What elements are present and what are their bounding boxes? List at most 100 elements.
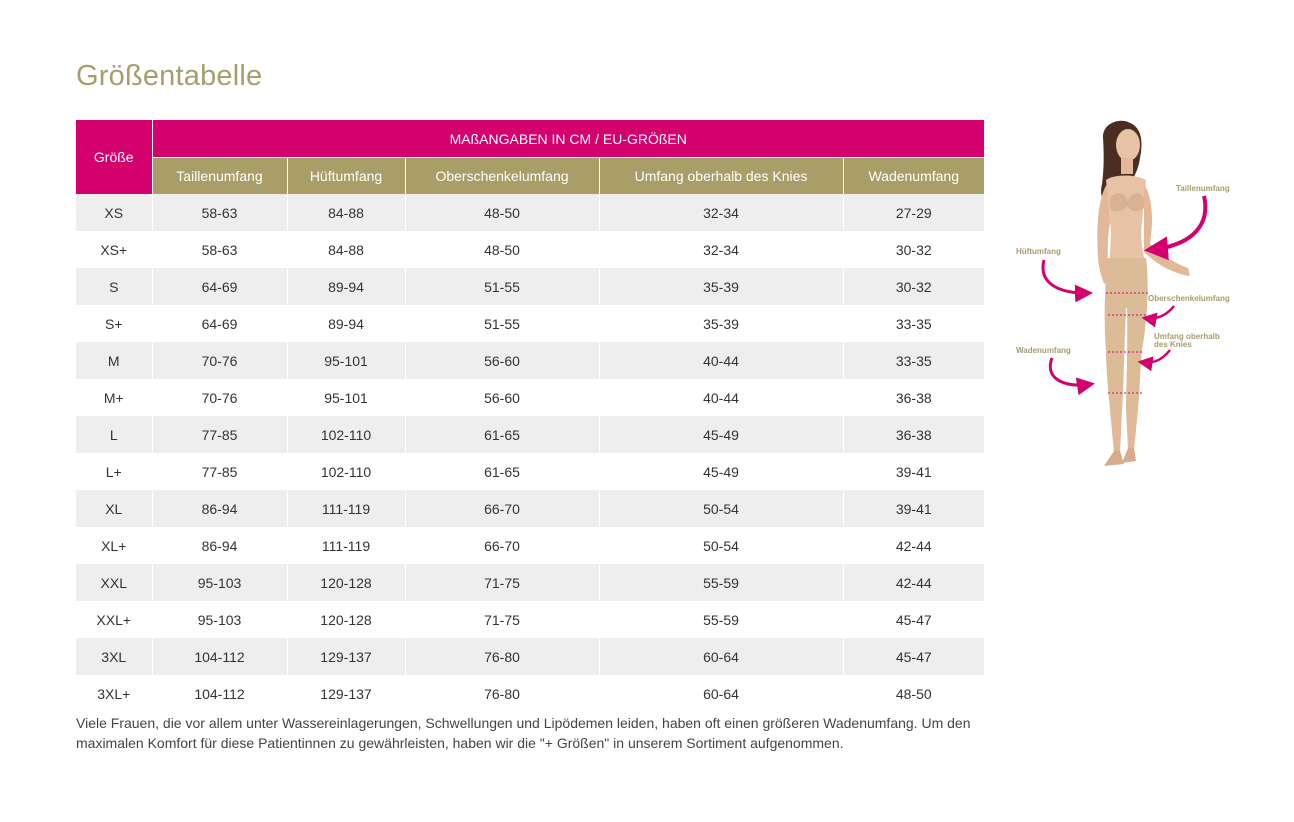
thigh-cell: 51-55 (405, 268, 600, 305)
table-row: XS 58-63 84-88 48-50 32-34 27-29 (76, 194, 984, 231)
size-cell: 3XL+ (76, 675, 153, 712)
thigh-cell: 48-50 (405, 231, 600, 268)
hip-cell: 95-101 (287, 379, 406, 416)
thigh-cell: 76-80 (405, 638, 600, 675)
above-knee-cell: 35-39 (599, 268, 844, 305)
size-cell: XS (76, 194, 153, 231)
thigh-cell: 71-75 (405, 601, 600, 638)
woman-figure-illustration (1041, 120, 1208, 466)
above-knee-cell: 40-44 (599, 379, 844, 416)
size-cell: L+ (76, 453, 153, 490)
thigh-cell: 71-75 (405, 564, 600, 601)
calf-cell: 48-50 (843, 675, 984, 712)
thigh-cell: 76-80 (405, 675, 600, 712)
calf-cell: 39-41 (843, 453, 984, 490)
waist-cell: 77-85 (152, 416, 288, 453)
table-row: XL 86-94 111-119 66-70 50-54 39-41 (76, 490, 984, 527)
waist-cell: 77-85 (152, 453, 288, 490)
size-column-header: Größe (76, 120, 153, 194)
above-knee-cell: 32-34 (599, 194, 844, 231)
calf-cell: 33-35 (843, 305, 984, 342)
column-header-waist: Taillenumfang (152, 157, 288, 194)
thigh-cell: 61-65 (405, 416, 600, 453)
measurement-figure: Taillenumfang Hüftumfang Oberschenkelumf… (1010, 118, 1250, 473)
figure-label-calf: Wadenumfang (1016, 346, 1071, 355)
hip-cell: 89-94 (287, 268, 406, 305)
hip-cell: 111-119 (287, 527, 406, 564)
hip-cell: 111-119 (287, 490, 406, 527)
size-cell: XL (76, 490, 153, 527)
figure-label-knee-line1: Umfang oberhalb (1154, 332, 1220, 341)
size-cell: XL+ (76, 527, 153, 564)
calf-cell: 45-47 (843, 601, 984, 638)
above-knee-cell: 32-34 (599, 231, 844, 268)
hip-cell: 84-88 (287, 194, 406, 231)
measurements-group-header: MAßANGABEN IN CM / EU-GRÖßEN (152, 120, 984, 158)
thigh-cell: 66-70 (405, 490, 600, 527)
waist-cell: 86-94 (152, 527, 288, 564)
calf-cell: 30-32 (843, 268, 984, 305)
footnote-text: Viele Frauen, die vor allem unter Wasser… (76, 715, 971, 751)
above-knee-cell: 50-54 (599, 490, 844, 527)
thigh-cell: 51-55 (405, 305, 600, 342)
table-body: XS 58-63 84-88 48-50 32-34 27-29 XS+ 58-63 84-88… (76, 194, 984, 712)
above-knee-cell: 45-49 (599, 453, 844, 490)
size-cell: XXL (76, 564, 153, 601)
thigh-cell: 66-70 (405, 527, 600, 564)
table-row: S 64-69 89-94 51-55 35-39 30-32 (76, 268, 984, 305)
above-knee-cell: 35-39 (599, 305, 844, 342)
waist-cell: 70-76 (152, 342, 288, 379)
above-knee-cell: 60-64 (599, 675, 844, 712)
hip-cell: 129-137 (287, 638, 406, 675)
above-knee-cell: 40-44 (599, 342, 844, 379)
table-row: M 70-76 95-101 56-60 40-44 33-35 (76, 342, 984, 379)
waist-cell: 95-103 (152, 601, 288, 638)
table-row: L 77-85 102-110 61-65 45-49 36-38 (76, 416, 984, 453)
hip-cell: 84-88 (287, 231, 406, 268)
hip-cell: 95-101 (287, 342, 406, 379)
page-title: Größentabelle (76, 60, 263, 92)
thigh-cell: 56-60 (405, 342, 600, 379)
table-row: S+ 64-69 89-94 51-55 35-39 33-35 (76, 305, 984, 342)
table-row: XS+ 58-63 84-88 48-50 32-34 30-32 (76, 231, 984, 268)
thigh-cell: 61-65 (405, 453, 600, 490)
hip-cell: 129-137 (287, 675, 406, 712)
figure-label-knee-line2: des Knies (1154, 340, 1192, 349)
calf-cell: 39-41 (843, 490, 984, 527)
hip-cell: 102-110 (287, 453, 406, 490)
waist-cell: 58-63 (152, 194, 288, 231)
table-row: L+ 77-85 102-110 61-65 45-49 39-41 (76, 453, 984, 490)
calf-cell: 42-44 (843, 564, 984, 601)
waist-cell: 70-76 (152, 379, 288, 416)
size-cell: S+ (76, 305, 153, 342)
table-row: M+ 70-76 95-101 56-60 40-44 36-38 (76, 379, 984, 416)
hip-cell: 102-110 (287, 416, 406, 453)
waist-cell: 64-69 (152, 268, 288, 305)
size-cell: M (76, 342, 153, 379)
hip-cell: 89-94 (287, 305, 406, 342)
waist-cell: 86-94 (152, 490, 288, 527)
calf-cell: 42-44 (843, 527, 984, 564)
figure-label-waist: Taillenumfang (1176, 184, 1230, 193)
size-cell: XS+ (76, 231, 153, 268)
table-row: XXL 95-103 120-128 71-75 55-59 42-44 (76, 564, 984, 601)
column-header-thigh: Oberschenkelumfang (405, 157, 600, 194)
column-header-above-knee: Umfang oberhalb des Knies (599, 157, 844, 194)
waist-cell: 104-112 (152, 638, 288, 675)
table-row: 3XL 104-112 129-137 76-80 60-64 45-47 (76, 638, 984, 675)
above-knee-cell: 50-54 (599, 527, 844, 564)
size-cell: L (76, 416, 153, 453)
table-row: 3XL+ 104-112 129-137 76-80 60-64 48-50 (76, 675, 984, 712)
size-cell: M+ (76, 379, 153, 416)
table-header: Größe MAßANGABEN IN CM / EU-GRÖßEN Taill… (76, 120, 984, 194)
waist-cell: 104-112 (152, 675, 288, 712)
calf-cell: 36-38 (843, 379, 984, 416)
waist-cell: 64-69 (152, 305, 288, 342)
size-cell: S (76, 268, 153, 305)
thigh-cell: 56-60 (405, 379, 600, 416)
waist-cell: 58-63 (152, 231, 288, 268)
calf-cell: 45-47 (843, 638, 984, 675)
calf-cell: 30-32 (843, 231, 984, 268)
thigh-cell: 48-50 (405, 194, 600, 231)
above-knee-cell: 55-59 (599, 564, 844, 601)
